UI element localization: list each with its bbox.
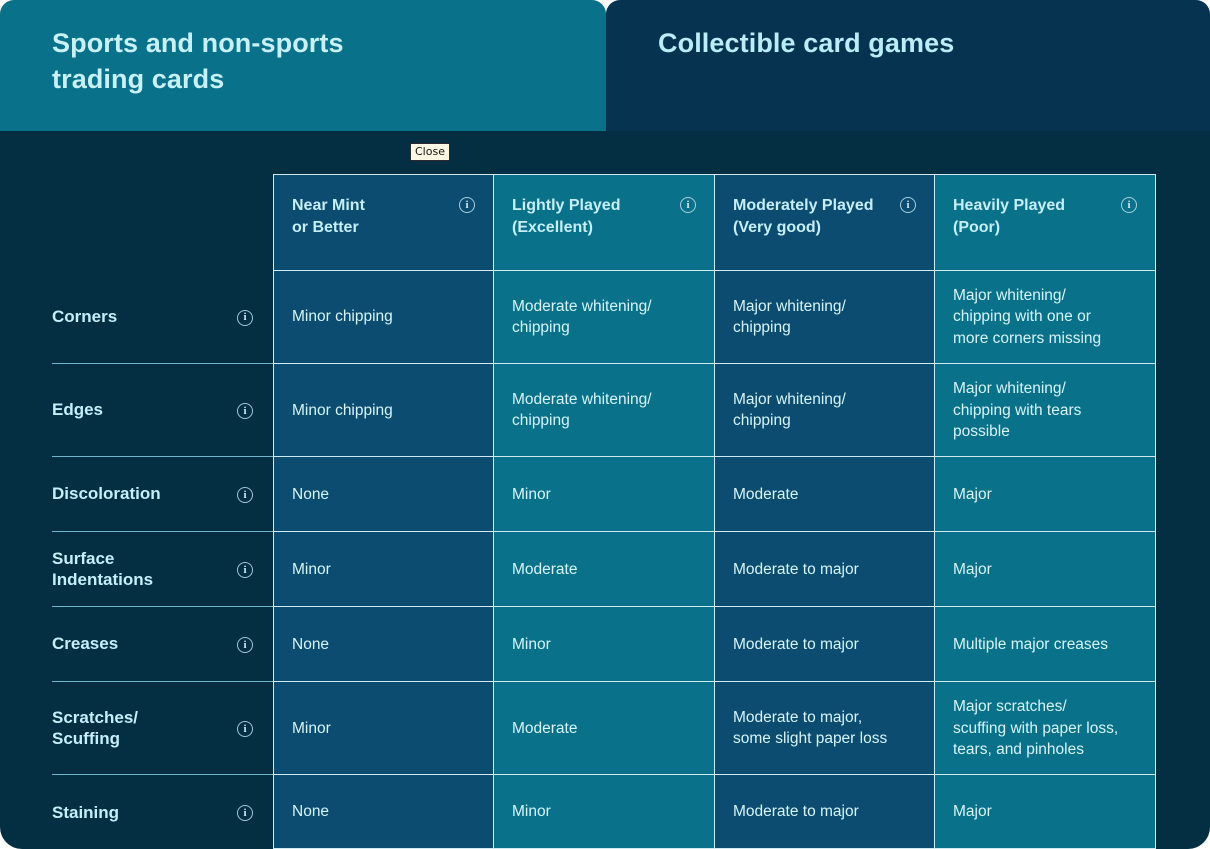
table-cell: Multiple major creases [934, 606, 1156, 682]
info-icon[interactable]: i [237, 637, 253, 654]
info-icon[interactable]: i [680, 197, 696, 213]
column-header-label: Heavily Played (Poor) [953, 197, 1066, 237]
table-cell: Major whitening/ chipping with one or mo… [934, 270, 1156, 364]
table-cell: Moderate [714, 456, 934, 532]
row-header-edges: Edges i [52, 363, 273, 456]
table-cell: Moderate to major, some slight paper los… [714, 681, 934, 775]
table-cell: Major whitening/ chipping [714, 270, 934, 364]
info-icon[interactable]: i [237, 487, 253, 504]
table-cell: Minor [493, 774, 714, 849]
row-header-label: Corners [52, 306, 118, 326]
info-icon[interactable]: i [459, 197, 475, 213]
row-header-corners: Corners i [52, 270, 273, 363]
table-cell: Moderate [493, 681, 714, 775]
table-cell: Moderate whitening/ chipping [493, 363, 714, 457]
table-cell: None [273, 606, 493, 682]
info-icon[interactable]: i [237, 562, 253, 579]
tab-label: Collectible card games [658, 28, 955, 58]
table-cell: Major [934, 456, 1156, 532]
tab-sports-and-non-sports-trading-cards[interactable]: Sports and non-sports trading cards [0, 0, 606, 131]
row-header-label: Staining [52, 802, 120, 822]
table-cell: Major [934, 774, 1156, 849]
table-cell: Moderate to major [714, 531, 934, 607]
column-header-lightly-played-excellent: Lightly Played (Excellent) i [493, 174, 714, 270]
condition-comparison-table: Near Mint or Better i Lightly Played (Ex… [52, 174, 1156, 849]
row-header-creases: Creases i [52, 606, 273, 681]
table-cell: Minor [273, 531, 493, 607]
table-cell: Moderate [493, 531, 714, 607]
table-cell: None [273, 774, 493, 849]
column-header-heavily-played-poor: Heavily Played (Poor) i [934, 174, 1156, 270]
row-header-label: Creases [52, 634, 119, 654]
table-corner-cell [52, 174, 273, 270]
table-cell: Moderate to major [714, 774, 934, 849]
row-header-label: Surface Indentations [52, 548, 154, 590]
table-cell: None [273, 456, 493, 532]
info-icon[interactable]: i [900, 197, 916, 213]
table-cell: Minor chipping [273, 270, 493, 364]
column-header-moderately-played-very-good: Moderately Played (Very good) i [714, 174, 934, 270]
row-header-discoloration: Discoloration i [52, 456, 273, 531]
table-cell: Major scratches/ scuffing with paper los… [934, 681, 1156, 775]
table-cell: Minor chipping [273, 363, 493, 457]
tab-label: Sports and non-sports trading cards [52, 28, 344, 94]
row-header-scratches-scuffing: Scratches/ Scuffing i [52, 681, 273, 774]
close-button[interactable]: Close [410, 143, 450, 161]
row-header-surface-indentations: Surface Indentations i [52, 531, 273, 606]
table-cell: Moderate whitening/ chipping [493, 270, 714, 364]
tab-strip: Sports and non-sports trading cards Coll… [0, 0, 1210, 131]
table-cell: Minor [273, 681, 493, 775]
info-icon[interactable]: i [237, 805, 253, 822]
column-header-label: Near Mint or Better [292, 197, 365, 237]
table-cell: Major whitening/ chipping with tears pos… [934, 363, 1156, 457]
info-icon[interactable]: i [1121, 197, 1137, 213]
column-header-label: Lightly Played (Excellent) [512, 197, 621, 237]
row-header-label: Discoloration [52, 484, 161, 504]
table-cell: Major whitening/ chipping [714, 363, 934, 457]
column-header-label: Moderately Played (Very good) [733, 197, 874, 237]
info-icon[interactable]: i [237, 721, 253, 738]
column-header-near-mint-or-better: Near Mint or Better i [273, 174, 493, 270]
info-icon[interactable]: i [237, 309, 253, 326]
tab-collectible-card-games[interactable]: Collectible card games [606, 0, 1210, 131]
info-icon[interactable]: i [237, 403, 253, 420]
table-cell: Moderate to major [714, 606, 934, 682]
table-cell: Major [934, 531, 1156, 607]
row-header-label: Scratches/ Scuffing [52, 707, 138, 749]
row-header-label: Edges [52, 400, 104, 420]
table-cell: Minor [493, 606, 714, 682]
row-header-staining: Staining i [52, 774, 273, 849]
table-cell: Minor [493, 456, 714, 532]
